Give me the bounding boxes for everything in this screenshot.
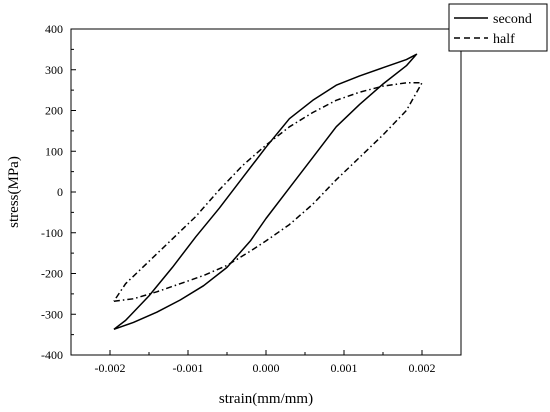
y-tick-label: 100 xyxy=(45,144,63,158)
plot-frame xyxy=(70,28,462,356)
y-tick-label: -200 xyxy=(41,267,63,281)
x-tick-label: -0.002 xyxy=(95,361,126,375)
y-tick-label: -400 xyxy=(41,348,63,362)
axis-ticks: -0.002 -0.001 0.000 0.001 0.002 -400 -300 -200 -… xyxy=(41,22,436,375)
legend-label-half: half xyxy=(493,32,515,47)
x-tick-label: 0.001 xyxy=(331,361,358,375)
y-tick-label: 400 xyxy=(45,22,63,36)
y-axis-title: stress(MPa) xyxy=(6,156,22,228)
y-tick-label: -300 xyxy=(41,307,63,321)
x-axis-title: strain(mm/mm) xyxy=(219,391,313,407)
series-group xyxy=(113,53,423,331)
y-tick-label: 0 xyxy=(57,185,63,199)
y-tick-label: -100 xyxy=(41,226,63,240)
y-tick-label: 300 xyxy=(45,63,63,77)
x-tick-label: -0.001 xyxy=(173,361,204,375)
y-tick-label: 200 xyxy=(45,104,63,118)
x-tick-label: 0.002 xyxy=(409,361,436,375)
legend-label-second: second xyxy=(493,12,532,27)
legend-box xyxy=(448,3,548,52)
series-line-half xyxy=(113,82,423,302)
legend: second half xyxy=(448,3,548,52)
series-line-second xyxy=(113,53,418,331)
x-tick-label: 0.000 xyxy=(253,361,280,375)
